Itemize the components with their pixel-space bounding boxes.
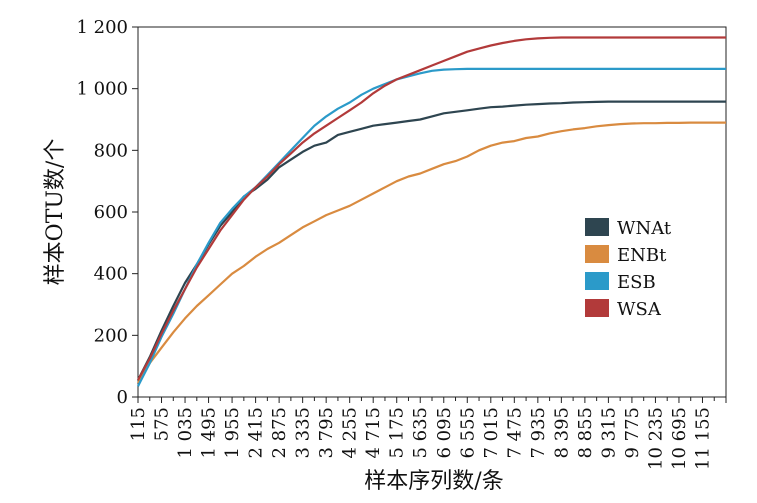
x-tick-label: 1 035 — [175, 407, 196, 459]
legend-label-esb: ESB — [617, 272, 656, 293]
x-tick-label: 2 875 — [269, 407, 290, 459]
x-axis-title: 样本序列数/条 — [364, 469, 503, 494]
x-tick-label: 8 855 — [575, 407, 596, 459]
series-line-wsa — [137, 36, 726, 381]
x-tick-label: 4 715 — [363, 407, 384, 459]
x-tick-label: 8 395 — [551, 407, 572, 459]
x-tick-label: 3 795 — [316, 407, 337, 459]
y-tick-label: 1 000 — [76, 79, 128, 100]
x-axis-ticks: 115 575 1 035 1 495 1 955 2 415 2 875 3 335 3 79… — [128, 397, 727, 470]
x-tick-label: 6 555 — [457, 407, 478, 459]
x-tick-label: 1 495 — [199, 407, 220, 459]
series-lines — [137, 36, 726, 387]
y-axis-title: 样本OTU数/个 — [43, 139, 68, 286]
series-line-esb — [137, 67, 726, 387]
legend-swatch-wsa — [585, 299, 609, 317]
x-tick-label: 7 935 — [528, 407, 549, 459]
y-tick-label: 600 — [94, 202, 128, 223]
legend-label-wsa: WSA — [617, 299, 662, 320]
x-tick-label: 6 095 — [434, 407, 455, 459]
y-tick-label: 1 200 — [76, 17, 128, 38]
series-line-wnat — [137, 100, 726, 381]
x-tick-label: 7 475 — [504, 407, 525, 459]
legend-swatch-esb — [585, 272, 609, 290]
x-tick-label: 2 415 — [246, 407, 267, 459]
y-tick-label: 800 — [94, 140, 128, 161]
x-tick-label: 10 695 — [669, 407, 690, 470]
legend-swatch-enbt — [585, 245, 609, 263]
x-tick-label: 3 335 — [293, 407, 314, 459]
series-line-enbt — [137, 121, 726, 384]
y-tick-label: 400 — [94, 264, 128, 285]
x-tick-label: 5 635 — [410, 407, 431, 459]
legend-label-wnat: WNAt — [617, 218, 672, 239]
legend-label-enbt: ENBt — [617, 245, 667, 266]
x-tick-label: 9 775 — [622, 407, 643, 459]
x-tick-label: 575 — [152, 407, 173, 441]
x-tick-label: 7 015 — [481, 407, 502, 459]
x-tick-label: 4 255 — [340, 407, 361, 459]
x-tick-label: 9 315 — [598, 407, 619, 459]
x-tick-label: 11 155 — [692, 407, 713, 470]
x-tick-label: 115 — [128, 407, 149, 441]
x-tick-label: 5 175 — [387, 407, 408, 459]
x-tick-label: 10 235 — [645, 407, 666, 470]
y-tick-label: 200 — [94, 325, 128, 346]
plot-frame — [137, 26, 727, 398]
x-tick-label: 1 955 — [222, 407, 243, 459]
y-axis-ticks: 0 200 400 600 800 1 000 1 200 — [76, 17, 138, 408]
legend: WNAt ENBt ESB WSA — [585, 218, 672, 320]
legend-swatch-wnat — [585, 218, 609, 236]
y-tick-label: 0 — [117, 387, 128, 408]
